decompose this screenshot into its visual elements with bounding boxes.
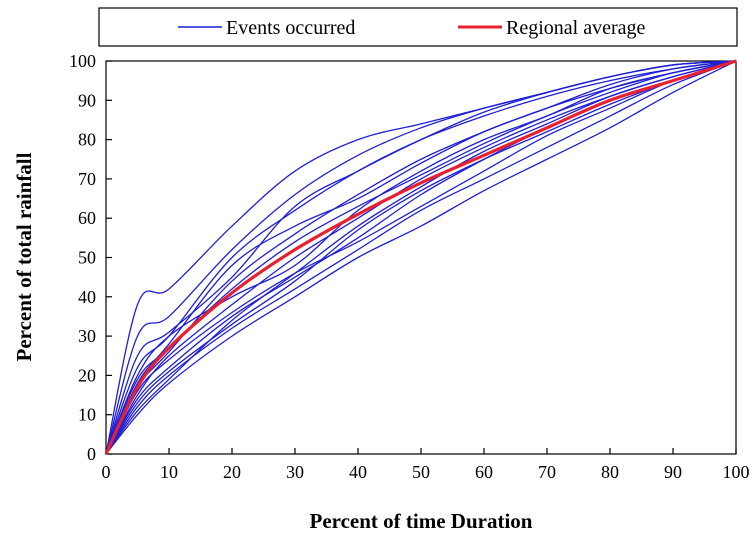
y-tick-label: 60 bbox=[78, 208, 96, 228]
event-lines bbox=[105, 60, 737, 455]
y-tick-label: 20 bbox=[78, 365, 96, 385]
event-line bbox=[105, 60, 737, 455]
x-axis-title: Percent of time Duration bbox=[310, 509, 533, 533]
y-tick-label: 40 bbox=[78, 287, 96, 307]
x-tick-label: 60 bbox=[475, 462, 493, 482]
x-tick-label: 30 bbox=[286, 462, 304, 482]
legend: Events occurred Regional average bbox=[98, 7, 738, 47]
x-tick-label: 90 bbox=[664, 462, 682, 482]
event-line bbox=[105, 60, 737, 455]
event-line bbox=[105, 60, 737, 455]
x-tick-label: 50 bbox=[412, 462, 430, 482]
y-tick-label: 100 bbox=[69, 51, 96, 71]
average-line-group bbox=[104, 59, 737, 455]
x-tick-label: 20 bbox=[223, 462, 241, 482]
y-axis: 0 10 20 30 40 50 60 70 80 90 100 bbox=[69, 51, 112, 464]
x-tick-label: 70 bbox=[538, 462, 556, 482]
y-tick-label: 30 bbox=[78, 326, 96, 346]
y-tick-label: 70 bbox=[78, 169, 96, 189]
event-line bbox=[105, 60, 737, 455]
y-tick-label: 90 bbox=[78, 90, 96, 110]
x-tick-label: 0 bbox=[102, 462, 111, 482]
y-tick-label: 0 bbox=[87, 444, 96, 464]
x-tick-label: 100 bbox=[723, 462, 750, 482]
y-tick-label: 10 bbox=[78, 405, 96, 425]
event-line bbox=[105, 60, 737, 455]
x-tick-label: 40 bbox=[349, 462, 367, 482]
x-axis: 0 10 20 30 40 50 60 70 80 90 100 bbox=[102, 448, 750, 482]
event-line bbox=[105, 60, 737, 455]
regional-average-line bbox=[104, 59, 737, 455]
y-tick-label: 80 bbox=[78, 130, 96, 150]
legend-events-label: Events occurred bbox=[226, 17, 355, 39]
y-tick-label: 50 bbox=[78, 248, 96, 268]
x-tick-label: 80 bbox=[601, 462, 619, 482]
event-line bbox=[105, 60, 737, 455]
event-line bbox=[105, 60, 737, 455]
legend-average-label: Regional average bbox=[506, 17, 645, 39]
x-tick-label: 10 bbox=[160, 462, 178, 482]
y-axis-title: Percent of total rainfall bbox=[12, 152, 36, 361]
